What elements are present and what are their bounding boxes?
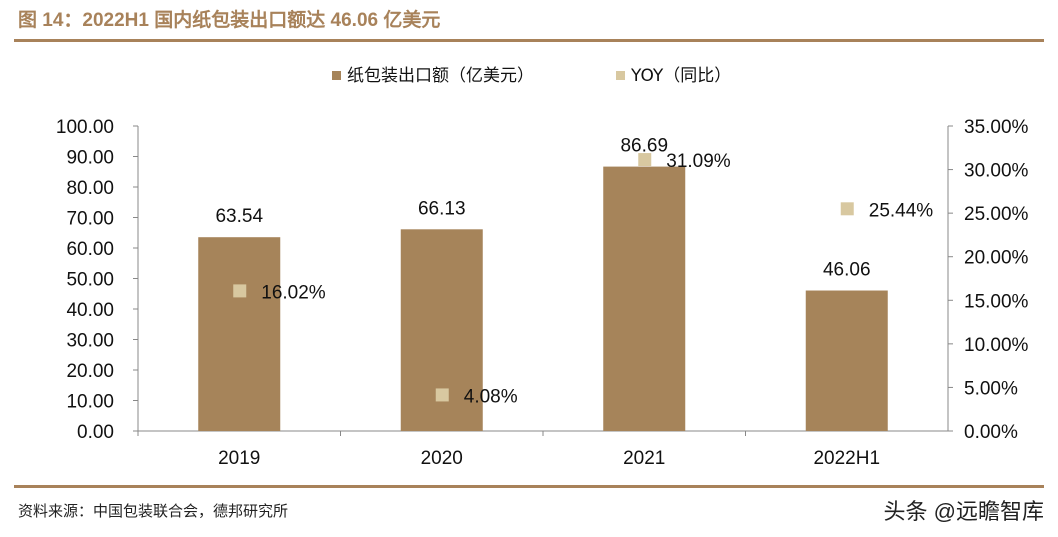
y-tick-label: 80.00 <box>66 178 114 199</box>
yoy-label: 31.09% <box>666 151 731 172</box>
y2-tick-label: 5.00% <box>964 378 1018 399</box>
y-tick-label: 60.00 <box>66 239 114 260</box>
x-tick-label: 2021 <box>623 448 665 469</box>
bar-2019 <box>198 237 281 431</box>
y2-tick-label: 35.00% <box>964 117 1029 138</box>
x-tick-label: 2020 <box>421 448 463 469</box>
bar-label: 86.69 <box>620 136 668 157</box>
yoy-point-2021 <box>638 153 652 167</box>
legend-swatch-bar <box>332 71 341 80</box>
yoy-label: 25.44% <box>869 200 934 221</box>
x-tick-label: 2019 <box>218 448 260 469</box>
y-tick-label: 20.00 <box>66 361 114 382</box>
y-tick-label: 30.00 <box>66 331 114 352</box>
watermark: 头条 @远瞻智库 <box>883 499 1044 524</box>
footer-rule <box>14 485 1044 488</box>
y2-tick-label: 25.00% <box>964 204 1029 225</box>
bar-label: 66.13 <box>418 198 466 219</box>
bar-2021 <box>603 166 686 431</box>
yoy-point-2022H1 <box>840 202 854 216</box>
figure-title: 图 14：2022H1 国内纸包装出口额达 46.06 亿美元 <box>18 10 441 31</box>
yoy-label: 16.02% <box>261 282 326 303</box>
legend-label-bar: 纸包装出口额（亿美元） <box>347 66 534 86</box>
y-tick-label: 90.00 <box>66 148 114 169</box>
source-note: 资料来源：中国包装联合会，德邦研究所 <box>18 502 289 520</box>
y2-tick-label: 20.00% <box>964 248 1029 269</box>
legend-swatch-yoy <box>616 71 625 80</box>
yoy-point-2019 <box>233 284 247 298</box>
x-tick-label: 2022H1 <box>813 448 880 469</box>
yoy-point-2020 <box>435 388 449 402</box>
yoy-label: 4.08% <box>464 386 518 407</box>
bar-label: 63.54 <box>215 206 263 227</box>
y-tick-label: 50.00 <box>66 270 114 291</box>
y-tick-label: 100.00 <box>56 117 114 138</box>
bar-2022H1 <box>805 290 888 431</box>
y2-tick-label: 15.00% <box>964 291 1029 312</box>
y-tick-label: 40.00 <box>66 300 114 321</box>
bar-label: 46.06 <box>823 260 871 281</box>
title-rule <box>14 39 1044 42</box>
y2-tick-label: 0.00% <box>964 422 1018 443</box>
legend-label-yoy: YOY（同比） <box>630 66 731 86</box>
y2-tick-label: 30.00% <box>964 161 1029 182</box>
y2-tick-label: 10.00% <box>964 335 1029 356</box>
y-tick-label: 10.00 <box>66 392 114 413</box>
y-tick-label: 70.00 <box>66 209 114 230</box>
y-tick-label: 0.00 <box>77 422 114 443</box>
